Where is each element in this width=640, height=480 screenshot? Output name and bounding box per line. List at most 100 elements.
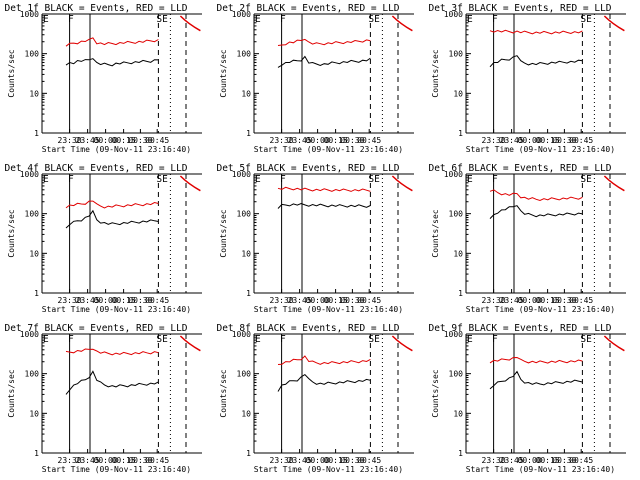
x-tick-label: 00:45 (357, 296, 381, 305)
series-line-lld-tail (603, 175, 625, 192)
x-tick-label: 23:45 (288, 136, 312, 145)
marker-label-e: E (43, 174, 49, 185)
x-tick-label: 00:30 (128, 136, 152, 145)
y-tick-label: 10 (453, 409, 463, 418)
x-tick-label: 00:45 (569, 456, 593, 465)
y-tick-label: 1000 (232, 10, 251, 19)
marker-label-f: F (492, 174, 498, 185)
x-tick-label: 00:45 (145, 136, 169, 145)
marker-label-e: E (43, 14, 49, 25)
y-tick-label: 100 (25, 50, 40, 59)
x-tick-label: 00:00 (306, 136, 330, 145)
detector-panel-9: Det 9f BLACK = Events, RED = LLD 1 10 100 10… (428, 323, 626, 474)
series-line-lld (489, 356, 583, 364)
marker-label-f: F (280, 174, 286, 185)
x-axis-label: Start Time (09-Nov-11 23:16:40) (254, 465, 403, 474)
marker-label-se: SE (368, 334, 380, 345)
x-axis-label: Start Time (09-Nov-11 23:16:40) (42, 305, 191, 314)
y-tick-label: 1 (246, 129, 251, 138)
panel-title: Det 3f BLACK = Events, RED = LLD (428, 3, 611, 14)
y-axis-label: Counts/sec (431, 209, 440, 257)
marker-label-e: E (255, 174, 261, 185)
y-tick-label: 1 (34, 289, 39, 298)
x-axis-label: Start Time (09-Nov-11 23:16:40) (466, 145, 615, 154)
marker-label-f: F (68, 334, 74, 345)
x-tick-label: 00:15 (324, 456, 348, 465)
x-tick-label: 00:00 (306, 296, 330, 305)
panel-title: Det 8f BLACK = Events, RED = LLD (216, 323, 399, 334)
marker-label-se: SE (368, 14, 380, 25)
y-tick-label: 1000 (20, 10, 39, 19)
x-tick-label: 00:00 (306, 456, 330, 465)
marker-label-f: F (68, 14, 74, 25)
panel-title: Det 6f BLACK = Events, RED = LLD (428, 163, 611, 174)
marker-label-e: E (467, 14, 473, 25)
series-line-lld (277, 355, 371, 365)
series-line-events (277, 373, 371, 392)
x-tick-label: 00:00 (94, 136, 118, 145)
x-axis-label: Start Time (09-Nov-11 23:16:40) (254, 145, 403, 154)
series-line-events (277, 202, 371, 209)
x-tick-label: 23:30 (482, 296, 506, 305)
panel-title: Det 4f BLACK = Events, RED = LLD (4, 163, 187, 174)
y-tick-label: 10 (453, 89, 463, 98)
marker-label-e: E (255, 14, 261, 25)
x-tick-label: 00:15 (324, 296, 348, 305)
marker-label-f: F (492, 14, 498, 25)
y-tick-label: 100 (25, 210, 40, 219)
x-axis-label: Start Time (09-Nov-11 23:16:40) (466, 305, 615, 314)
x-tick-label: 00:30 (552, 456, 576, 465)
series-line-lld (65, 348, 159, 356)
x-tick-label: 00:30 (128, 296, 152, 305)
detector-panel-2: Det 2f BLACK = Events, RED = LLD 1 10 100 10… (216, 3, 414, 154)
marker-label-f: F (280, 14, 286, 25)
y-tick-label: 100 (237, 50, 252, 59)
x-tick-label: 00:45 (145, 296, 169, 305)
y-tick-label: 1000 (232, 170, 251, 179)
y-tick-label: 100 (237, 210, 252, 219)
marker-label-e: E (255, 334, 261, 345)
y-tick-label: 1 (458, 289, 463, 298)
x-tick-label: 00:30 (552, 296, 576, 305)
x-tick-label: 00:15 (112, 296, 136, 305)
y-axis-label: Counts/sec (219, 49, 228, 97)
panel-title: Det 7f BLACK = Events, RED = LLD (4, 323, 187, 334)
x-tick-label: 23:45 (500, 296, 524, 305)
x-tick-label: 00:45 (357, 456, 381, 465)
detector-panel-7: Det 7f BLACK = Events, RED = LLD 1 10 100 10… (4, 323, 202, 474)
marker-label-e: E (467, 334, 473, 345)
y-tick-label: 10 (241, 89, 251, 98)
x-tick-label: 23:30 (58, 456, 82, 465)
series-line-lld-tail (603, 15, 625, 32)
x-tick-label: 23:30 (58, 136, 82, 145)
y-axis-label: Counts/sec (7, 369, 16, 417)
y-tick-label: 1 (458, 129, 463, 138)
y-tick-label: 10 (241, 249, 251, 258)
series-line-events (489, 205, 583, 219)
y-tick-label: 10 (241, 409, 251, 418)
marker-label-se: SE (156, 174, 168, 185)
y-tick-label: 10 (29, 89, 39, 98)
detector-panel-6: Det 6f BLACK = Events, RED = LLD 1 10 100 10… (428, 163, 626, 314)
series-line-events (65, 370, 159, 395)
y-tick-label: 10 (29, 249, 39, 258)
x-tick-label: 00:00 (518, 456, 542, 465)
panel-title: Det 5f BLACK = Events, RED = LLD (216, 163, 399, 174)
marker-label-e: E (43, 334, 49, 345)
y-tick-label: 1000 (444, 10, 463, 19)
y-tick-label: 10 (29, 409, 39, 418)
x-tick-label: 23:45 (500, 456, 524, 465)
y-axis-label: Counts/sec (219, 209, 228, 257)
x-tick-label: 00:30 (340, 296, 364, 305)
y-axis-label: Counts/sec (219, 369, 228, 417)
detector-panel-1: Det 1f BLACK = Events, RED = LLD 1 10 100 10… (4, 3, 202, 154)
x-tick-label: 23:45 (76, 136, 100, 145)
series-line-events (277, 55, 371, 68)
marker-label-f: F (280, 334, 286, 345)
marker-label-f: F (492, 334, 498, 345)
series-line-events (489, 55, 583, 68)
x-tick-label: 00:00 (518, 136, 542, 145)
x-tick-label: 00:45 (357, 136, 381, 145)
marker-label-se: SE (580, 14, 592, 25)
